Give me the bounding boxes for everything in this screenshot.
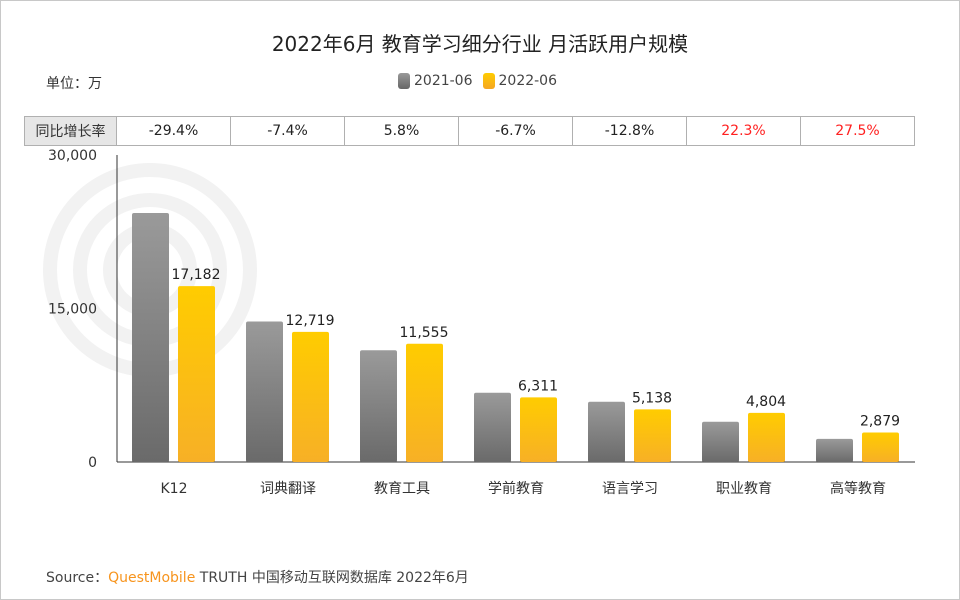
bar-2022 — [178, 286, 215, 462]
x-tick-label: K12 — [161, 481, 188, 497]
data-label-2022: 5,138 — [632, 390, 672, 406]
y-tick-label: 30,000 — [48, 148, 97, 164]
growth-cell: 5.8% — [344, 116, 459, 146]
source-brand: QuestMobile — [108, 570, 196, 586]
growth-cell: -6.7% — [458, 116, 573, 146]
bar-2021 — [702, 421, 739, 462]
bar-2021 — [360, 350, 397, 462]
bar-2022 — [292, 331, 329, 462]
bar-2021 — [246, 321, 283, 462]
x-tick-label: 职业教育 — [716, 481, 772, 497]
chart-title: 2022年6月 教育学习细分行业 月活跃用户规模 — [271, 32, 689, 56]
x-tick-label: 教育工具 — [374, 481, 430, 497]
data-label-2022: 2,879 — [860, 414, 900, 430]
legend: 2021-06 2022-06 — [398, 73, 557, 89]
unit-label: 单位：万 — [46, 76, 102, 92]
legend-swatch-2022 — [482, 73, 495, 89]
bar-2021 — [474, 392, 511, 462]
y-tick-label: 15,000 — [48, 302, 97, 318]
bar-2022 — [862, 432, 899, 462]
bar-2022 — [748, 412, 785, 462]
data-label-2022: 12,719 — [286, 313, 335, 329]
legend-label-2021: 2021-06 — [414, 73, 473, 89]
legend-label-2022: 2022-06 — [498, 73, 558, 89]
growth-cell: -12.8% — [572, 116, 687, 146]
x-tick-label: 学前教育 — [488, 480, 544, 497]
bar-2021 — [132, 212, 169, 462]
growth-rate-table: 同比增长率 -29.4% -7.4% 5.8% -6.7% -12.8% 22.… — [24, 116, 915, 146]
growth-cell: -7.4% — [230, 116, 345, 146]
legend-swatch-2021 — [398, 73, 410, 89]
source-note: Source：QuestMobile TRUTH 中国移动互联网数据库 2022… — [46, 567, 469, 587]
growth-cell: 22.3% — [686, 116, 801, 146]
x-tick-label: 高等教育 — [830, 480, 886, 497]
data-label-2022: 17,182 — [172, 267, 221, 283]
bar-2022 — [634, 409, 671, 462]
data-label-2022: 6,311 — [518, 378, 558, 394]
growth-cell: -29.4% — [116, 116, 231, 146]
bar-2022 — [406, 343, 443, 462]
x-tick-label: 词典翻译 — [260, 481, 316, 497]
growth-rate-header: 同比增长率 — [24, 116, 117, 146]
source-rest: TRUTH 中国移动互联网数据库 2022年6月 — [195, 570, 469, 586]
x-tick-label: 语言学习 — [602, 481, 658, 497]
growth-cell: 27.5% — [800, 116, 915, 146]
source-prefix: Source： — [46, 570, 109, 586]
bar-2022 — [520, 397, 557, 462]
bar-2021 — [588, 401, 625, 462]
data-label-2022: 4,804 — [746, 394, 786, 410]
data-label-2022: 11,555 — [400, 325, 449, 341]
bar-2021 — [816, 438, 853, 462]
y-tick-label: 0 — [88, 455, 97, 471]
growth-rate-row: 同比增长率 -29.4% -7.4% 5.8% -6.7% -12.8% 22.… — [24, 116, 915, 146]
